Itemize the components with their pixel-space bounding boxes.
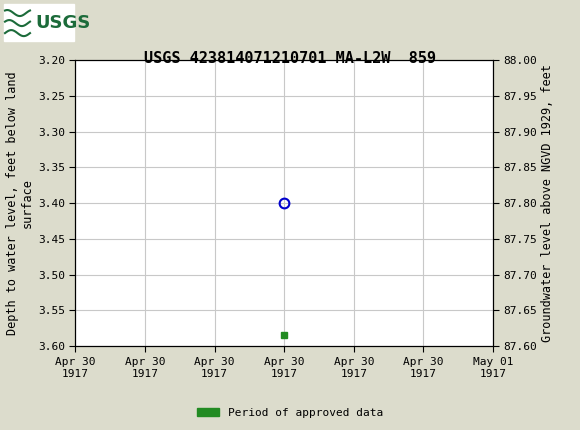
- Y-axis label: Depth to water level, feet below land
surface: Depth to water level, feet below land su…: [6, 71, 34, 335]
- Y-axis label: Groundwater level above NGVD 1929, feet: Groundwater level above NGVD 1929, feet: [541, 64, 554, 342]
- Text: USGS: USGS: [35, 14, 90, 32]
- Legend: Period of approved data: Period of approved data: [193, 403, 387, 422]
- Text: USGS 423814071210701 MA-L2W  859: USGS 423814071210701 MA-L2W 859: [144, 51, 436, 65]
- FancyBboxPatch shape: [4, 4, 74, 41]
